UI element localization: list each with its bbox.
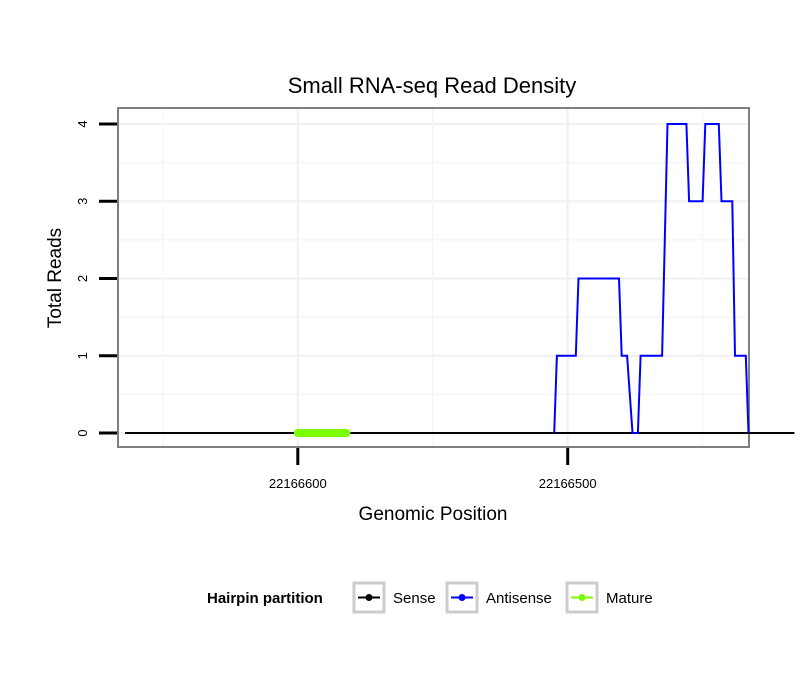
chart-title: Small RNA-seq Read Density: [288, 73, 577, 98]
legend-item-sense: Sense: [352, 581, 436, 614]
grid-lines: [118, 108, 749, 447]
legend-key-point: [578, 594, 586, 601]
x-axis-title: Genomic Position: [359, 504, 508, 525]
y-tick-label: 1: [75, 352, 90, 359]
x-tick-label: 22166500: [539, 476, 597, 491]
x-tick-label: 22166600: [269, 476, 327, 491]
legend-key-point: [458, 594, 466, 601]
legend-label: Mature: [606, 590, 653, 607]
legend: Hairpin partition Sense Antisense Mature: [207, 581, 653, 614]
legend-item-mature: Mature: [565, 581, 653, 614]
legend-label: Antisense: [486, 590, 552, 607]
y-tick-label: 2: [75, 275, 90, 282]
y-tick-label: 0: [75, 429, 90, 436]
y-tick-label: 3: [75, 198, 90, 205]
legend-item-antisense: Antisense: [445, 581, 552, 614]
y-axis: 0 1 2 3 4: [75, 120, 117, 437]
y-axis-title: Total Reads: [45, 228, 66, 328]
series-line-antisense: [553, 123, 750, 434]
legend-key-point: [365, 594, 373, 601]
legend-title: Hairpin partition: [207, 590, 323, 607]
legend-label: Sense: [393, 590, 436, 607]
x-axis: 22166600 22166500: [269, 448, 597, 491]
plot-panel-border: [117, 107, 750, 448]
series-layer: [125, 123, 795, 437]
y-tick-label: 4: [75, 120, 90, 127]
